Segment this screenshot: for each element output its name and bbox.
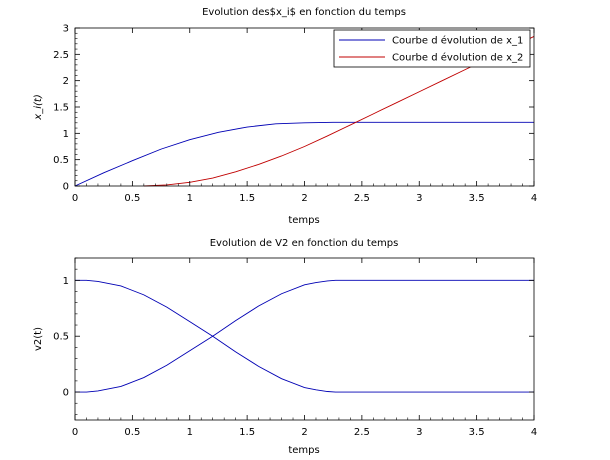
chart-top-y-tick-label: 2 xyxy=(63,76,69,87)
chart-top-x-tick-label: 1 xyxy=(187,193,193,204)
chart-top-x-tick-label: 1.5 xyxy=(239,193,255,204)
chart-bottom-x-tick-label: 1 xyxy=(187,427,193,438)
legend-label-x2: Courbe d évolution de x_2 xyxy=(392,52,523,64)
chart-top-x-tick-label: 2 xyxy=(301,193,307,204)
chart-bottom-plot-area xyxy=(75,279,534,393)
chart-top-x-tick-label: 0 xyxy=(72,193,78,204)
chart-top-y-tick-label: 1.5 xyxy=(53,103,69,114)
chart-bottom-y-tick-label: 0.5 xyxy=(53,332,69,343)
chart-top-series-line-2 xyxy=(143,36,535,187)
chart-bottom-x-tick-label: 1.5 xyxy=(239,427,255,438)
chart-top-y-axis-label: x_i(t) xyxy=(33,94,44,120)
chart-top-x-axis-label: temps xyxy=(288,215,319,226)
chart-top-y-axis: 0 0.5 1 1.5 2 2.5 3 xyxy=(53,24,534,193)
chart-top-title: Evolution des$x_i$ en fonction du temps xyxy=(202,7,406,18)
chart-bottom-title: Evolution de V2 en fonction du temps xyxy=(210,238,399,249)
chart-top-y-tick-label: 1 xyxy=(63,129,69,140)
chart-bottom-y-axis-label: v2(t) xyxy=(33,327,44,351)
chart-bottom-x-axis-label: temps xyxy=(288,445,319,456)
chart-top-x-tick-label: 4 xyxy=(531,193,537,204)
chart-top-plot-area xyxy=(74,36,535,187)
chart-top-y-tick-label: 3 xyxy=(63,24,69,35)
chart-top-x-tick-label: 3.5 xyxy=(469,193,485,204)
chart-top: Evolution des$x_i$ en fonction du temps … xyxy=(33,7,537,226)
chart-bottom-x-tick-label: 2 xyxy=(301,427,307,438)
chart-top-y-tick-label: 0 xyxy=(63,182,69,193)
chart-bottom-series-line-2 xyxy=(75,279,534,393)
chart-top-x-tick-label: 3 xyxy=(416,193,422,204)
chart-top-series-line-1 xyxy=(74,121,534,187)
chart-top-legend: Courbe d évolution de x_1 Courbe d évolu… xyxy=(333,29,531,68)
chart-bottom-y-axis: 00.51 xyxy=(53,257,534,415)
chart-bottom-x-tick-label: 0 xyxy=(72,427,78,438)
chart-bottom-x-tick-label: 3 xyxy=(416,427,422,438)
legend-label-x1: Courbe d évolution de x_1 xyxy=(392,35,523,47)
chart-top-x-tick-label: 2.5 xyxy=(354,193,370,204)
chart-top-x-tick-label: 0.5 xyxy=(124,193,140,204)
chart-bottom-x-tick-label: 2.5 xyxy=(354,427,370,438)
chart-bottom-series-line-1 xyxy=(75,279,534,393)
chart-bottom-x-tick-label: 3.5 xyxy=(469,427,485,438)
chart-top-y-tick-label: 2.5 xyxy=(53,50,69,61)
chart-bottom-y-tick-label: 1 xyxy=(63,276,69,287)
chart-bottom-x-tick-label: 4 xyxy=(531,427,537,438)
chart-bottom-y-tick-label: 0 xyxy=(63,388,69,399)
chart-bottom: Evolution de V2 en fonction du temps 0 0.… xyxy=(33,238,537,456)
chart-bottom-x-axis: 0 0.5 1 1.5 2 2.5 3 3.5 4 xyxy=(72,258,537,438)
chart-bottom-x-tick-label: 0.5 xyxy=(124,427,140,438)
chart-top-x-axis: 0 0.5 1 1.5 2 2.5 3 3.5 4 xyxy=(72,28,537,204)
legend-box xyxy=(333,29,531,68)
chart-top-y-tick-label: 0.5 xyxy=(53,155,69,166)
